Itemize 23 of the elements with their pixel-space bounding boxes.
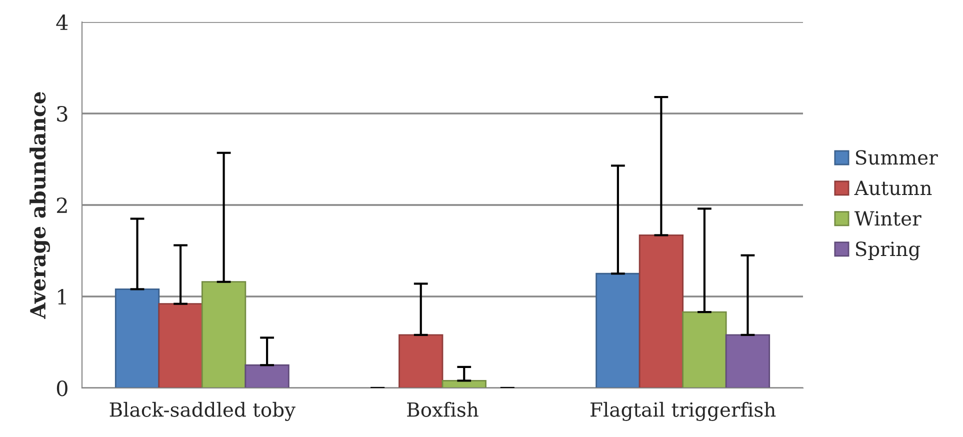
bar <box>158 303 203 388</box>
y-tick-label: 3 <box>57 106 68 122</box>
legend-label: Autumn <box>854 180 932 196</box>
bar <box>201 281 246 388</box>
legend-label: Summer <box>856 150 938 165</box>
y-tick-label: 4 <box>56 14 68 30</box>
bar <box>596 272 640 388</box>
y-tick-label: 1 <box>58 288 66 304</box>
x-tick-label: Black-saddled toby <box>110 402 296 421</box>
x-tick-label: Flagtail triggerfish <box>590 402 776 421</box>
bar <box>638 234 684 388</box>
x-tick-label: Boxfish <box>407 402 478 417</box>
bar <box>442 380 486 388</box>
bar <box>244 364 290 388</box>
legend-label: Spring <box>856 242 920 260</box>
bar <box>114 288 160 388</box>
bar <box>398 334 444 388</box>
bar <box>725 334 770 388</box>
y-axis-title: Average abundance <box>30 92 50 320</box>
legend-label: Winter <box>854 211 922 226</box>
y-tick-label: 2 <box>56 197 67 213</box>
bar <box>682 311 727 388</box>
y-tick-label: 0 <box>56 380 68 396</box>
